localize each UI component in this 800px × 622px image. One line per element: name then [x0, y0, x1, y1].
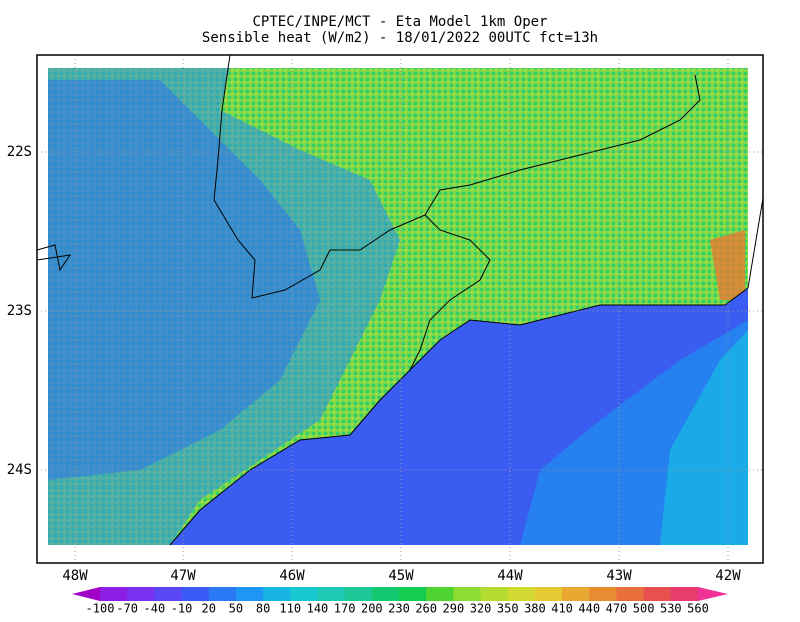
- colorbar-label: 470: [606, 602, 628, 616]
- title: CPTEC/INPE/MCT - Eta Model 1km Oper Sens…: [202, 14, 598, 46]
- colorbar-label: 80: [256, 602, 270, 616]
- colorbar-box: [643, 587, 672, 601]
- colorbar-box: [344, 587, 373, 601]
- state-border: [409, 214, 491, 371]
- colorbar-label: 230: [388, 602, 410, 616]
- colorbar-box: [453, 587, 482, 601]
- colorbar-label: 290: [443, 602, 465, 616]
- colorbar-box: [371, 587, 400, 601]
- colorbar-box: [399, 587, 427, 601]
- lon-label: 47W: [170, 568, 196, 584]
- colorbar-label: 110: [279, 602, 301, 616]
- colorbar-label: -10: [171, 602, 193, 616]
- colorbar-label: -40: [144, 602, 166, 616]
- colorbar-label: 170: [334, 602, 356, 616]
- coastline: [169, 197, 764, 546]
- colorbar-label: 20: [202, 602, 216, 616]
- lat-label: 23S: [7, 303, 32, 319]
- colorbar-box: [100, 587, 128, 601]
- lon-label: 48W: [62, 568, 88, 584]
- lon-label: 45W: [388, 568, 414, 584]
- lat-label: 22S: [7, 144, 32, 160]
- colorbar-box: [426, 587, 454, 601]
- colorbar: -100 -70 -40 -10 20 50 80 110 140 170 200 230 260 290…: [72, 587, 728, 616]
- colorbar-label: 200: [361, 602, 383, 616]
- colorbar-label: 260: [415, 602, 437, 616]
- colorbar-label: 410: [551, 602, 573, 616]
- colorbar-label: 140: [307, 602, 329, 616]
- colorbar-box: [154, 587, 183, 601]
- colorbar-box: [317, 587, 346, 601]
- lon-label: 46W: [279, 568, 305, 584]
- colorbar-label: 560: [687, 602, 709, 616]
- colorbar-label: 380: [524, 602, 546, 616]
- colorbar-box: [616, 587, 645, 601]
- colorbar-box: [589, 587, 617, 601]
- colorbar-label: 320: [470, 602, 492, 616]
- colorbar-label: 500: [633, 602, 655, 616]
- colorbar-label: 350: [497, 602, 519, 616]
- colorbar-label: -70: [116, 602, 138, 616]
- lon-label: 44W: [497, 568, 523, 584]
- colorbar-label: 440: [578, 602, 600, 616]
- colorbar-box: [181, 587, 210, 601]
- title-line: CPTEC/INPE/MCT - Eta Model 1km Oper: [252, 14, 547, 30]
- colorbar-box: [235, 587, 264, 601]
- lat-label: 24S: [7, 462, 32, 478]
- colorbar-box: [562, 587, 590, 601]
- colorbar-box: [208, 587, 237, 601]
- title-line: Sensible heat (W/m2) - 18/01/2022 00UTC …: [202, 30, 598, 46]
- map-area: [36, 54, 764, 546]
- colorbar-box: [290, 587, 318, 601]
- colorbar-label: 530: [660, 602, 682, 616]
- low-flux-region: [48, 80, 320, 480]
- graticule: 22S 23S 24S 48W 47W 46W 45W 44W 43W 42W: [7, 55, 763, 584]
- colorbar-box: [507, 587, 536, 601]
- lon-label: 43W: [606, 568, 632, 584]
- state-border: [36, 244, 72, 272]
- colorbar-box: [534, 587, 563, 601]
- colorbar-box: [127, 587, 155, 601]
- map-frame: [36, 54, 764, 564]
- colorbar-box: [263, 587, 291, 601]
- high-flux-region: [710, 230, 745, 300]
- state-border: [213, 54, 701, 299]
- colorbar-label: 50: [229, 602, 243, 616]
- colorbar-end: [72, 587, 100, 601]
- colorbar-label: -100: [86, 602, 115, 616]
- colorbar-box: [480, 587, 509, 601]
- lon-label: 42W: [715, 568, 741, 584]
- ocean-gradient: [660, 330, 748, 545]
- colorbar-box: [670, 587, 699, 601]
- colorbar-end: [698, 587, 728, 601]
